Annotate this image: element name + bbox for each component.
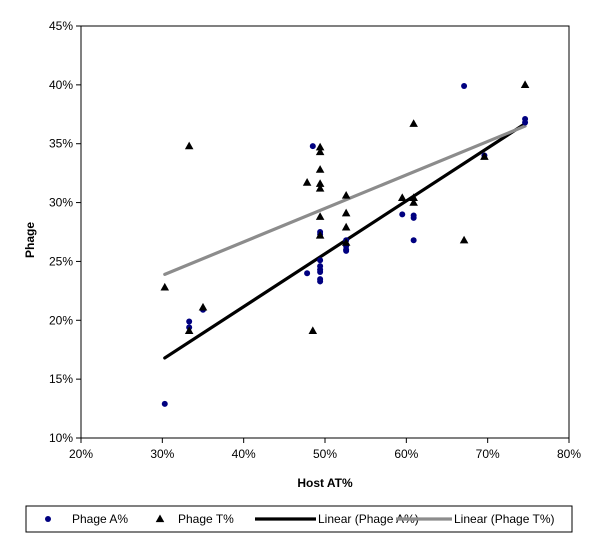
phage-a-point <box>410 214 417 221</box>
phage-a-point <box>309 143 316 150</box>
phage-t-point <box>409 198 418 206</box>
phage-t-point <box>315 183 325 192</box>
x-tick-label: 20% <box>69 447 93 461</box>
phage-t-point <box>184 141 194 150</box>
y-tick-label: 40% <box>49 78 73 92</box>
phage-a-point <box>186 318 193 325</box>
phage-a-point <box>461 83 468 90</box>
data-points <box>160 80 530 407</box>
legend-marker-phage-a <box>45 516 51 522</box>
x-axis-label: Host AT% <box>297 476 353 490</box>
phage-t-point <box>409 119 418 127</box>
phage-a-point <box>399 211 406 218</box>
phage-t-point <box>409 193 418 202</box>
legend-label: Phage T% <box>178 512 234 526</box>
legend-marker-phage-t <box>155 514 165 523</box>
legend-label: Phage A% <box>72 512 128 526</box>
trendline-phage-t <box>163 124 527 276</box>
y-tick-label: 25% <box>49 254 73 268</box>
y-tick-label: 45% <box>49 19 73 33</box>
phage-a-point <box>522 119 529 126</box>
phage-t-point <box>315 165 325 173</box>
phage-t-point <box>341 222 351 231</box>
y-tick-label: 10% <box>49 431 73 445</box>
phage-t-point <box>184 326 194 335</box>
phage-t-point <box>480 152 489 160</box>
phage-t-point <box>341 191 351 199</box>
phage-a-point <box>317 269 324 276</box>
phage-t-point <box>459 235 469 244</box>
phage-t-point <box>315 142 325 151</box>
y-axis-label: Phage <box>23 222 37 258</box>
phage-t-point <box>160 282 170 291</box>
phage-t-point <box>341 208 351 217</box>
x-tick-label: 40% <box>232 447 256 461</box>
x-tick-label: 80% <box>557 447 581 461</box>
phage-t-point <box>302 178 312 186</box>
x-tick-label: 50% <box>313 447 337 461</box>
legend-label: Linear (Phage A%) <box>318 512 419 526</box>
plot-area-frame <box>80 25 570 439</box>
phage-t-point <box>198 302 208 311</box>
phage-t-point <box>308 326 318 335</box>
phage-a-point <box>343 247 350 254</box>
phage-a-point <box>317 257 324 264</box>
phage-a-point <box>410 237 417 244</box>
phage-a-point <box>161 400 168 407</box>
legend-label: Linear (Phage T%) <box>454 512 555 526</box>
legend: Phage A% Phage T% Linear (Phage A%) Linear … <box>25 505 573 533</box>
phage-t-point <box>315 179 325 187</box>
axes: 20% 30% 40% 50% 60% 70% 80% 10% 15% 20% 25% 30% 35% 4… <box>49 19 581 461</box>
y-tick-label: 30% <box>49 196 73 210</box>
y-tick-label: 15% <box>49 372 73 386</box>
phage-t-point <box>520 80 530 89</box>
phage-t-point <box>315 231 325 239</box>
x-tick-label: 60% <box>394 447 418 461</box>
y-tick-label: 35% <box>49 137 73 151</box>
phage-t-point <box>315 147 325 156</box>
y-tick-label: 20% <box>49 313 73 327</box>
phage-t-point <box>315 212 325 220</box>
phage-t-point <box>397 193 407 202</box>
phage-a-point <box>304 270 311 277</box>
x-tick-label: 30% <box>150 447 174 461</box>
phage-a-point <box>317 278 324 285</box>
x-tick-label: 70% <box>476 447 500 461</box>
phage-t-point <box>341 238 351 246</box>
